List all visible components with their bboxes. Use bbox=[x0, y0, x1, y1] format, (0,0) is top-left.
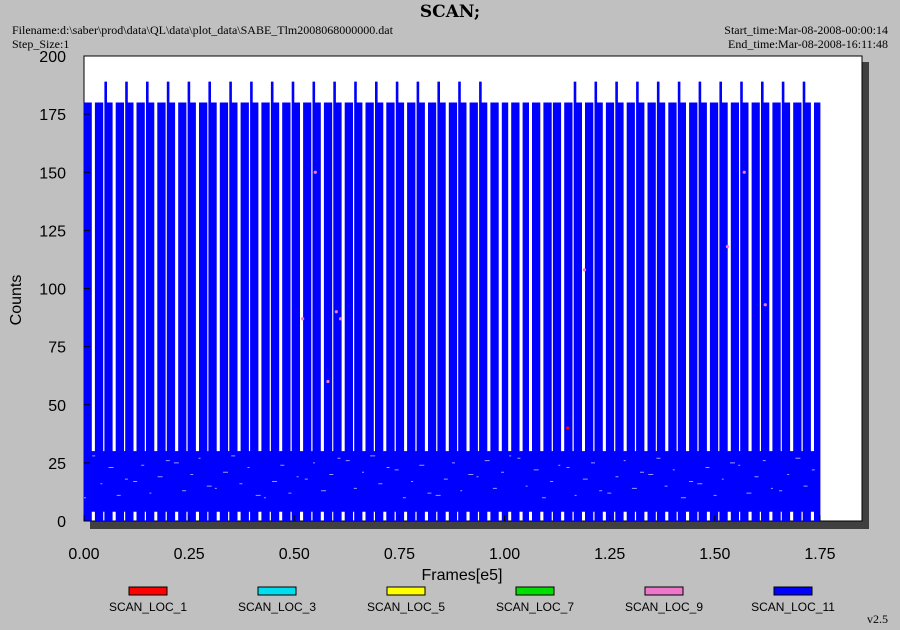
x-tick-label-0.50: 0.50 bbox=[279, 546, 310, 563]
legend-label-scan-loc-7: SCAN_LOC_7 bbox=[496, 600, 574, 614]
scatter-point-6 bbox=[725, 245, 730, 249]
x-axis-title: Frames[e5] bbox=[422, 567, 503, 584]
legend-label-scan-loc-1: SCAN_LOC_1 bbox=[109, 600, 187, 614]
legend: SCAN_LOC_1 SCAN_LOC_3 SCAN_LOC_5 SCAN_LOC_7… bbox=[109, 586, 835, 614]
legend-label-scan-loc-5: SCAN_LOC_5 bbox=[367, 600, 445, 614]
y-tick-label-75: 75 bbox=[48, 340, 66, 357]
legend-swatch-scan-loc-3 bbox=[257, 586, 297, 596]
y-tick-label-100: 100 bbox=[39, 282, 66, 299]
y-tick-label-0: 0 bbox=[57, 514, 66, 531]
y-tick-label-200: 200 bbox=[39, 49, 66, 66]
scatter-point-8 bbox=[763, 303, 767, 307]
x-tick-label-1.25: 1.25 bbox=[594, 546, 625, 563]
x-tick-label-0.00: 0.00 bbox=[68, 546, 99, 563]
y-tick-label-175: 175 bbox=[39, 107, 66, 124]
band-texture bbox=[84, 455, 815, 499]
series-scan-loc-11-band bbox=[84, 451, 820, 498]
legend-swatch-scan-loc-5 bbox=[386, 586, 426, 596]
filename-label: Filename:d:\saber\prod\data\QL\data\plot… bbox=[12, 23, 393, 37]
scatter-point-5 bbox=[582, 268, 587, 272]
legend-label-scan-loc-11: SCAN_LOC_11 bbox=[751, 600, 835, 614]
chart-title: SCAN; bbox=[419, 2, 481, 22]
data-layer bbox=[83, 81, 821, 521]
axes-layer: 0 25 50 75 100 125 150 175 200 0.00 0.25 0.50 0.75 1.… bbox=[39, 49, 835, 563]
scatter-point-7 bbox=[742, 170, 746, 174]
x-tick-label-1.75: 1.75 bbox=[804, 546, 835, 563]
x-tick-label-0.25: 0.25 bbox=[174, 546, 205, 563]
legend-swatch-scan-loc-1 bbox=[128, 586, 168, 596]
x-tick-label-0.75: 0.75 bbox=[384, 546, 415, 563]
legend-label-scan-loc-9: SCAN_LOC_9 bbox=[625, 600, 703, 614]
scatter-point-4 bbox=[338, 317, 343, 321]
y-tick-label-25: 25 bbox=[48, 456, 66, 473]
step-size-label: Step_Size:1 bbox=[12, 37, 70, 51]
y-axis-title: Counts bbox=[8, 275, 25, 326]
y-tick-label-150: 150 bbox=[39, 165, 66, 182]
version-label: v2.5 bbox=[867, 612, 888, 626]
scatter-point-9 bbox=[566, 426, 570, 430]
start-time-label: Start_time:Mar-08-2008-00:00:14 bbox=[724, 23, 888, 37]
legend-swatch-scan-loc-9 bbox=[644, 586, 684, 596]
legend-label-scan-loc-3: SCAN_LOC_3 bbox=[238, 600, 316, 614]
x-tick-label-1.50: 1.50 bbox=[699, 546, 730, 563]
y-tick-label-50: 50 bbox=[48, 398, 66, 415]
end-time-label: End_time:Mar-08-2008-16:11:48 bbox=[728, 37, 888, 51]
scatter-point-2 bbox=[334, 310, 338, 314]
scatter-point-3 bbox=[301, 317, 305, 321]
legend-swatch-scan-loc-11 bbox=[773, 586, 813, 596]
x-tick-label-1.00: 1.00 bbox=[489, 546, 520, 563]
scatter-point-0 bbox=[313, 170, 317, 174]
scatter-point-1 bbox=[326, 379, 330, 384]
legend-swatch-scan-loc-7 bbox=[515, 586, 555, 596]
y-tick-label-125: 125 bbox=[39, 223, 66, 240]
